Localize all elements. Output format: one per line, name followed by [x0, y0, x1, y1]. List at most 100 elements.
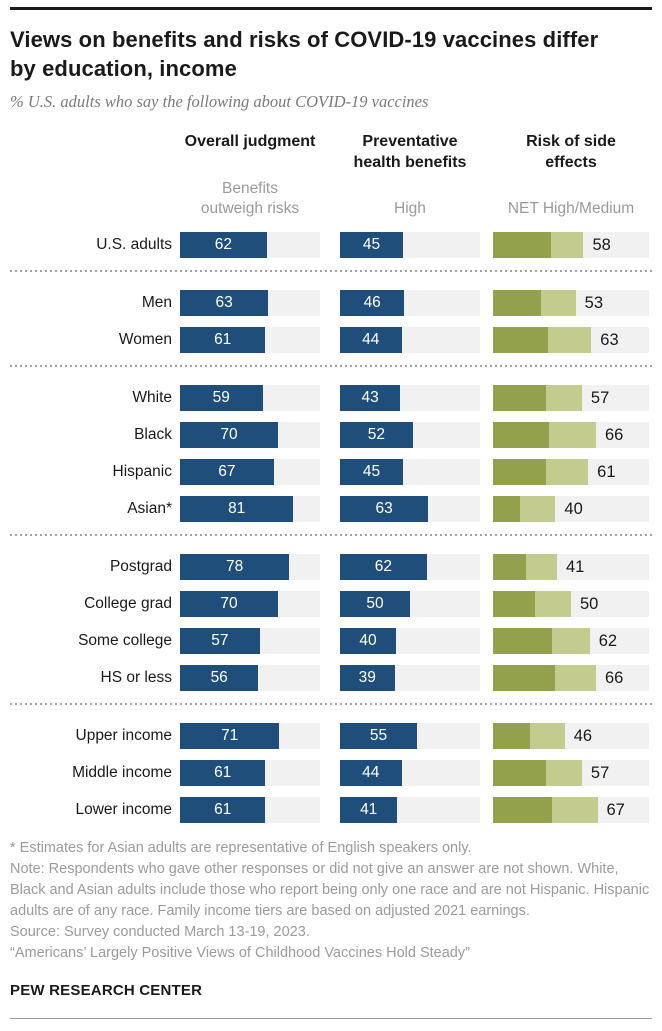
risk-net-value: 50	[579, 594, 599, 613]
subheader-text: High	[394, 200, 426, 218]
subheader-text: NET High/Medium	[507, 200, 635, 218]
risk-high-segment	[493, 327, 548, 354]
risk-high-segment	[493, 496, 520, 523]
preventative-benefits-value: 45	[362, 236, 381, 254]
row-label: Lower income	[75, 801, 173, 819]
column-header-text: Preventative health benefits	[353, 133, 467, 171]
chart-rows: U.S. adults 62 45 58 Men 63 46 53 Women 61 44 63 Whi…	[10, 232, 652, 824]
preventative-benefits-value: 46	[363, 294, 381, 312]
preventative-benefits-bar: 62	[340, 554, 480, 581]
overall-judgment-bar: 62	[180, 232, 320, 259]
overall-judgment-value: 62	[214, 236, 233, 254]
overall-judgment-bar: 61	[180, 797, 320, 824]
risk-medium-segment	[530, 723, 565, 750]
column-header-risk-side-effects: Risk of side effects	[493, 132, 649, 173]
row-label: College grad	[84, 595, 172, 613]
preventative-benefits-value: 45	[362, 463, 381, 481]
preventative-benefits-value: 40	[359, 632, 377, 650]
overall-judgment-value: 56	[210, 669, 228, 687]
risk-medium-segment	[552, 628, 590, 655]
page-title: Views on benefits and risks of COVID-19 …	[10, 27, 599, 81]
preventative-benefits-fill: 45	[340, 459, 403, 486]
row-label: Hispanic	[112, 463, 172, 481]
risk-high-segment	[493, 591, 536, 618]
row-label: U.S. adults	[96, 236, 172, 254]
column-header-overall-judgment: Overall judgment	[180, 132, 320, 152]
preventative-benefits-bar: 52	[340, 422, 480, 449]
overall-judgment-value: 61	[214, 331, 232, 349]
overall-judgment-fill: 67	[180, 459, 274, 486]
risk-side-effects-bar: 66	[493, 422, 649, 449]
overall-judgment-value: 63	[215, 294, 233, 312]
overall-judgment-fill: 61	[180, 797, 266, 824]
risk-side-effects-bar: 67	[493, 797, 649, 824]
overall-judgment-bar: 59	[180, 385, 320, 412]
row-label: Asian*	[127, 500, 172, 518]
row-label: Postgrad	[109, 558, 172, 576]
risk-medium-segment	[546, 760, 582, 787]
risk-medium-segment	[546, 385, 582, 412]
risk-side-effects-bar: 58	[493, 232, 649, 259]
overall-judgment-bar: 61	[180, 760, 320, 787]
chart-row: Lower income 61 41 67	[10, 797, 652, 824]
brand-pew-research-center: PEW RESEARCH CENTER	[10, 981, 203, 999]
risk-side-effects-bar: 61	[493, 459, 649, 486]
overall-judgment-value: 61	[214, 801, 232, 819]
risk-high-segment	[493, 459, 547, 486]
column-header-text: Overall judgment	[184, 133, 316, 151]
subheader-net-high-medium: NET High/Medium	[493, 199, 649, 219]
risk-high-segment	[493, 290, 542, 317]
preventative-benefits-fill: 62	[340, 554, 427, 581]
risk-side-effects-bar: 53	[493, 290, 649, 317]
risk-medium-segment	[547, 327, 592, 354]
overall-judgment-value: 70	[220, 595, 238, 613]
risk-side-effects-bar: 63	[493, 327, 649, 354]
overall-judgment-bar: 78	[180, 554, 320, 581]
overall-judgment-bar: 81	[180, 496, 320, 523]
row-label: Some college	[78, 632, 172, 650]
risk-side-effects-bar: 66	[493, 665, 649, 692]
chart-row: College grad 70 50 50	[10, 591, 652, 618]
preventative-benefits-bar: 45	[340, 459, 480, 486]
preventative-benefits-bar: 41	[340, 797, 480, 824]
preventative-benefits-value: 55	[369, 727, 388, 745]
preventative-benefits-fill: 39	[340, 665, 395, 692]
preventative-benefits-fill: 50	[340, 591, 410, 618]
chart-row: U.S. adults 62 45 58	[10, 232, 652, 259]
chart-subtitle: % U.S. adults who say the following abou…	[10, 92, 429, 112]
overall-judgment-bar: 67	[180, 459, 320, 486]
overall-judgment-bar: 71	[180, 723, 320, 750]
preventative-benefits-fill: 46	[340, 290, 405, 317]
chart: Overall judgment Preventative health ben…	[10, 132, 652, 824]
overall-judgment-fill: 78	[180, 554, 290, 581]
preventative-benefits-value: 52	[367, 426, 386, 444]
overall-judgment-fill: 70	[180, 422, 278, 449]
preventative-benefits-bar: 44	[340, 760, 480, 787]
risk-high-segment	[493, 232, 551, 259]
group-separator	[10, 703, 652, 706]
preventative-benefits-fill: 40	[340, 628, 396, 655]
chart-row: HS or less 56 39 66	[10, 665, 652, 692]
risk-net-value: 53	[584, 293, 604, 312]
overall-judgment-value: 78	[225, 558, 244, 576]
overall-judgment-bar: 63	[180, 290, 320, 317]
preventative-benefits-value: 44	[362, 331, 380, 349]
overall-judgment-fill: 61	[180, 760, 266, 787]
preventative-benefits-bar: 40	[340, 628, 480, 655]
preventative-benefits-bar: 39	[340, 665, 480, 692]
footnote-source: Source: Survey conducted March 13-19, 20…	[10, 924, 310, 941]
pew-chart-page: Views on benefits and risks of COVID-19 …	[0, 7, 662, 1031]
chart-row: Asian* 81 63 40	[10, 496, 652, 523]
chart-row: Some college 57 40 62	[10, 628, 652, 655]
chart-row: Upper income 71 55 46	[10, 723, 652, 750]
overall-judgment-fill: 63	[180, 290, 269, 317]
top-rule	[10, 7, 652, 10]
row-label: Men	[141, 294, 172, 312]
footnote-note: Note: Respondents who gave other respons…	[10, 861, 650, 920]
row-label: HS or less	[100, 669, 173, 687]
row-label: Middle income	[72, 764, 172, 782]
risk-medium-segment	[546, 459, 589, 486]
risk-net-value: 66	[604, 425, 624, 444]
overall-judgment-fill: 57	[180, 628, 260, 655]
overall-judgment-bar: 70	[180, 422, 320, 449]
